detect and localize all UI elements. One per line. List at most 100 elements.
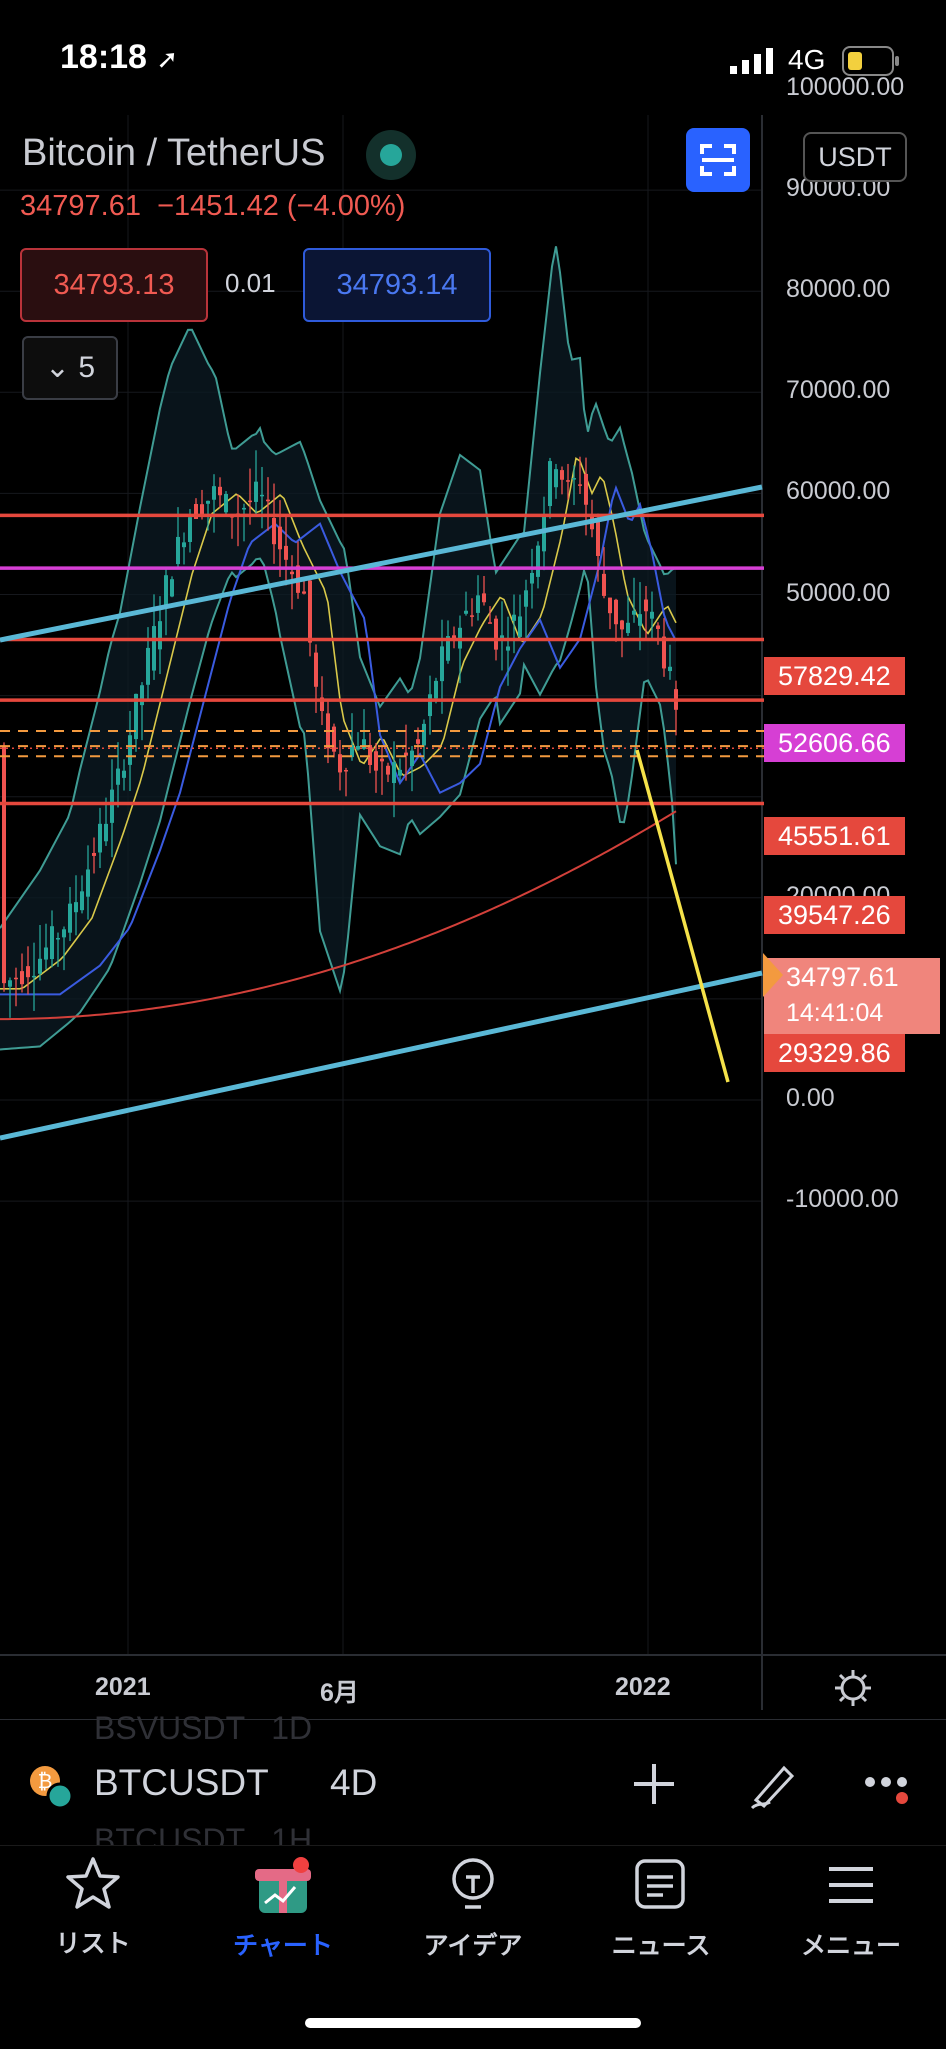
spread-value: 0.01	[225, 268, 276, 298]
price-level-tag: 52606.66	[764, 724, 905, 762]
candle-body	[110, 789, 114, 823]
resolution-selector[interactable]: 4D	[330, 1762, 378, 1803]
y-tick-label: 60000.00	[786, 477, 891, 506]
candle-body	[338, 754, 342, 773]
price-level-tag: 45551.61	[764, 817, 905, 855]
price-chart[interactable]	[0, 115, 946, 1720]
candle-body	[536, 545, 540, 577]
candle-body	[284, 545, 288, 560]
candle-body	[32, 975, 36, 978]
candle-body	[206, 500, 210, 504]
x-tick-label: 6月	[320, 1679, 359, 1707]
x-tick-label: 2021	[95, 1673, 151, 1701]
candle-body	[218, 486, 222, 496]
more-options-icon[interactable]	[864, 1776, 914, 1811]
add-plus-icon[interactable]	[632, 1762, 676, 1811]
candle-body	[596, 520, 600, 556]
candle-body	[254, 481, 258, 502]
candle-body	[518, 616, 522, 637]
candle-body	[410, 750, 414, 767]
candle-body	[170, 579, 174, 597]
network-label: 4G	[788, 44, 826, 75]
candle-body	[146, 647, 150, 685]
y-tick-label: 50000.00	[786, 578, 891, 607]
y-tick-label: -10000.00	[786, 1185, 899, 1214]
candle-body	[140, 685, 144, 706]
candle-body	[104, 823, 108, 842]
candle-body	[158, 621, 162, 650]
candle-body	[386, 765, 390, 775]
candle-body	[224, 493, 228, 513]
candle-body	[398, 769, 402, 776]
candle-body	[128, 735, 132, 765]
signal-icon	[730, 48, 776, 74]
candle-body	[26, 966, 30, 978]
candle-countdown: 14:41:04	[786, 999, 884, 1027]
candle-body	[260, 494, 264, 497]
price-level-tag: 57829.42	[764, 657, 905, 695]
candle-body	[434, 680, 438, 699]
tab-news[interactable]: ニュース	[586, 1855, 736, 1962]
x-tick-label: 2022	[615, 1673, 671, 1701]
y-tick-label: 70000.00	[786, 376, 891, 405]
candle-body	[650, 611, 654, 619]
ghost-symbol-above: BSVUSDT 1D	[94, 1710, 313, 1746]
channel-upper-trendline	[0, 484, 763, 643]
currency-selector[interactable]: USDT	[803, 132, 907, 182]
y-tick-label: 0.00	[786, 1084, 835, 1112]
bollinger-upper	[0, 246, 677, 929]
candle-body	[20, 971, 24, 985]
current-price-tag: 34797.61 14:41:04	[764, 958, 940, 1034]
candle-body	[602, 573, 606, 596]
candle-body	[440, 646, 444, 682]
candle-body	[356, 745, 360, 750]
lightbulb-icon	[452, 1858, 494, 1909]
y-tick-label: 80000.00	[786, 275, 891, 304]
candle-body	[242, 507, 246, 510]
candle-body	[332, 726, 336, 752]
tab-menu[interactable]: メニュー	[776, 1855, 926, 1962]
candle-body	[662, 636, 666, 669]
candle-body	[302, 591, 306, 594]
symbol-title[interactable]: Bitcoin / TetherUS	[22, 130, 417, 180]
candle-body	[554, 469, 558, 488]
indicators-toggle[interactable]: ⌄ 5	[22, 336, 118, 400]
candle-body	[422, 723, 426, 746]
candle-body	[122, 770, 126, 778]
symbol-name[interactable]: BTCUSDT	[94, 1762, 269, 1803]
last-price: 34797.61	[20, 190, 141, 222]
tab-chart[interactable]: チャート	[208, 1855, 358, 1962]
price-level-tag: 29329.86	[764, 1034, 905, 1072]
candle-body	[668, 666, 672, 672]
candle-body	[164, 575, 168, 606]
candle-body	[470, 615, 474, 617]
star-icon	[66, 1857, 120, 1909]
candle-body	[620, 620, 624, 630]
price-change: −1451.42 (−4.00%)	[157, 190, 406, 222]
fullscreen-button[interactable]	[686, 128, 750, 192]
candle-body	[74, 902, 78, 913]
downtrend-line	[635, 749, 730, 1083]
candle-body	[272, 517, 276, 545]
candle-body	[278, 526, 282, 550]
tab-ideas[interactable]: アイデア	[398, 1855, 548, 1962]
settings-gear-icon[interactable]	[833, 1668, 873, 1713]
candle-body	[584, 473, 588, 505]
candle-body	[92, 852, 96, 856]
y-tick-label: 100000.00	[786, 73, 905, 101]
sell-price-button[interactable]: 34793.13	[20, 248, 208, 322]
candle-body	[194, 503, 198, 519]
quote-line: 34797.61 −1451.42 (−4.00%)	[20, 190, 405, 223]
candle-body	[464, 610, 468, 614]
candle-body	[626, 622, 630, 634]
candle-body	[50, 926, 54, 960]
candle-body	[182, 542, 186, 548]
bitcoin-logo-icon: ₿	[28, 1764, 74, 1815]
drawing-pen-icon[interactable]	[744, 1756, 800, 1817]
candle-body	[320, 697, 324, 712]
buy-price-button[interactable]: 34793.14	[303, 248, 491, 322]
market-status-icon	[366, 130, 417, 180]
tab-list[interactable]: リスト	[18, 1855, 168, 1960]
candle-body	[548, 461, 552, 507]
candle-body	[200, 504, 204, 516]
